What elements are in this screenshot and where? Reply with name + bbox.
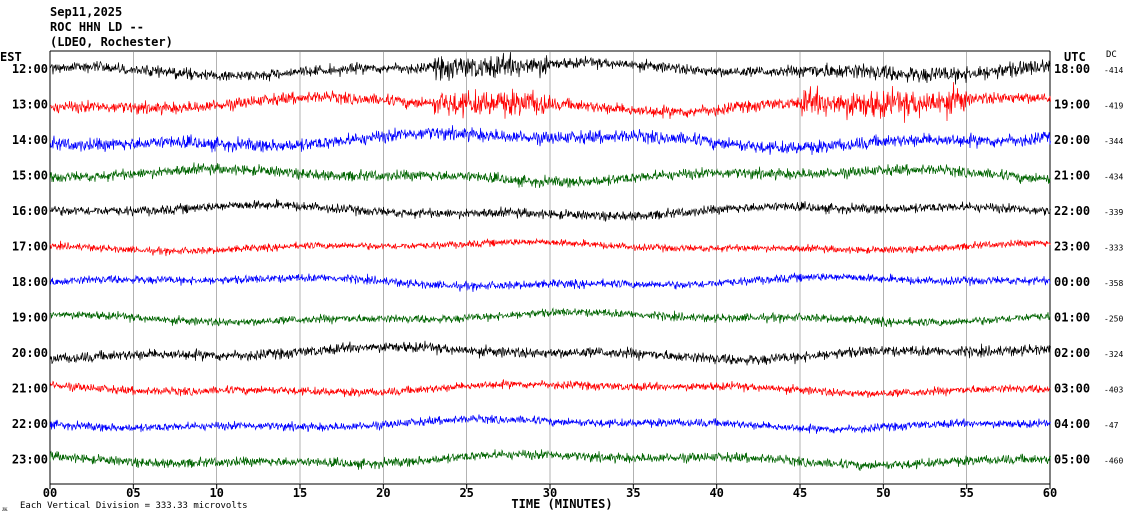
x-tick-label-60: 60 (1043, 486, 1057, 500)
x-tick-label-40: 40 (709, 486, 723, 500)
utc-label-2100: 21:00 (1054, 169, 1090, 183)
dc-value-7: -250 (1104, 315, 1123, 324)
x-tick-label-25: 25 (459, 486, 473, 500)
trace-row-1900 (49, 307, 1051, 328)
header-date: Sep11,2025 (50, 5, 122, 19)
x-tick-label-45: 45 (793, 486, 807, 500)
utc-label-1800: 18:00 (1054, 62, 1090, 76)
utc-label-0300: 03:00 (1054, 382, 1090, 396)
est-label-1800: 18:00 (12, 275, 48, 289)
seismic-traces (49, 51, 1051, 472)
trace-row-1400 (50, 125, 1051, 156)
est-label-1600: 16:00 (12, 204, 48, 218)
x-tick-label-30: 30 (543, 486, 557, 500)
est-label-1700: 17:00 (12, 240, 48, 254)
scale-note: Each Vertical Division = 333.33 microvol… (20, 501, 248, 511)
right-timezone-label: UTC (1064, 50, 1086, 64)
x-axis-title: TIME (MINUTES) (511, 497, 612, 511)
trace-row-2200 (49, 414, 1051, 434)
est-label-1300: 13:00 (12, 98, 48, 112)
x-tick-label-00: 00 (43, 486, 57, 500)
utc-label-0100: 01:00 (1054, 311, 1090, 325)
est-label-1200: 12:00 (12, 62, 48, 76)
x-tick-label-10: 10 (209, 486, 223, 500)
x-tick-label-05: 05 (126, 486, 140, 500)
est-label-1900: 19:00 (12, 311, 48, 325)
est-label-2200: 22:00 (12, 417, 48, 431)
grid-lines (133, 51, 967, 484)
trace-row-2300 (49, 449, 1051, 472)
utc-label-1900: 19:00 (1054, 98, 1090, 112)
dc-value-11: -460 (1104, 457, 1123, 466)
dc-value-3: -434 (1104, 173, 1123, 182)
utc-label-0500: 05:00 (1054, 453, 1090, 467)
footer-mark: ᴊᴋ (2, 505, 8, 513)
utc-label-0000: 00:00 (1054, 275, 1090, 289)
est-label-1500: 15:00 (12, 169, 48, 183)
est-label-2300: 23:00 (12, 453, 48, 467)
utc-label-2300: 23:00 (1054, 240, 1090, 254)
dc-value-2: -344 (1104, 137, 1123, 146)
trace-row-1200 (49, 51, 1051, 85)
dc-column-label: DC (1106, 50, 1117, 60)
x-tick-label-15: 15 (293, 486, 307, 500)
utc-label-2200: 22:00 (1054, 204, 1090, 218)
est-label-1400: 14:00 (12, 133, 48, 147)
dc-value-1: -419 (1104, 102, 1123, 111)
utc-label-0400: 04:00 (1054, 417, 1090, 431)
trace-row-1800 (49, 272, 1051, 293)
dc-value-5: -333 (1104, 244, 1123, 253)
dc-value-10: -47 (1104, 421, 1119, 430)
header-network: (LDEO, Rochester) (50, 35, 173, 49)
dc-value-8: -324 (1104, 350, 1123, 359)
row-labels: 12:00 18:00 -414 13:00 19:00 -419 14:00 20:00 -3… (12, 62, 1124, 467)
trace-row-2100 (49, 379, 1051, 398)
trace-row-2000 (49, 340, 1051, 366)
trace-row-1500 (49, 162, 1051, 189)
trace-row-1600 (49, 198, 1051, 222)
x-tick-label-50: 50 (876, 486, 890, 500)
utc-label-0200: 02:00 (1054, 346, 1090, 360)
x-tick-label-35: 35 (626, 486, 640, 500)
left-timezone-label: EST (0, 50, 22, 64)
x-axis-ticks: 00 05 10 15 20 25 30 35 40 45 50 55 60 (43, 484, 1057, 500)
x-tick-label-55: 55 (959, 486, 973, 500)
trace-row-1700 (49, 237, 1051, 257)
header-station: ROC HHN LD -- (50, 20, 144, 34)
est-label-2000: 20:00 (12, 346, 48, 360)
trace-row-1300 (49, 82, 1051, 123)
x-tick-label-20: 20 (376, 486, 390, 500)
dc-value-9: -403 (1104, 386, 1123, 395)
dc-value-0: -414 (1104, 66, 1123, 75)
est-label-2100: 21:00 (12, 382, 48, 396)
dc-value-6: -358 (1104, 279, 1123, 288)
dc-value-4: -339 (1104, 208, 1123, 217)
utc-label-2000: 20:00 (1054, 133, 1090, 147)
